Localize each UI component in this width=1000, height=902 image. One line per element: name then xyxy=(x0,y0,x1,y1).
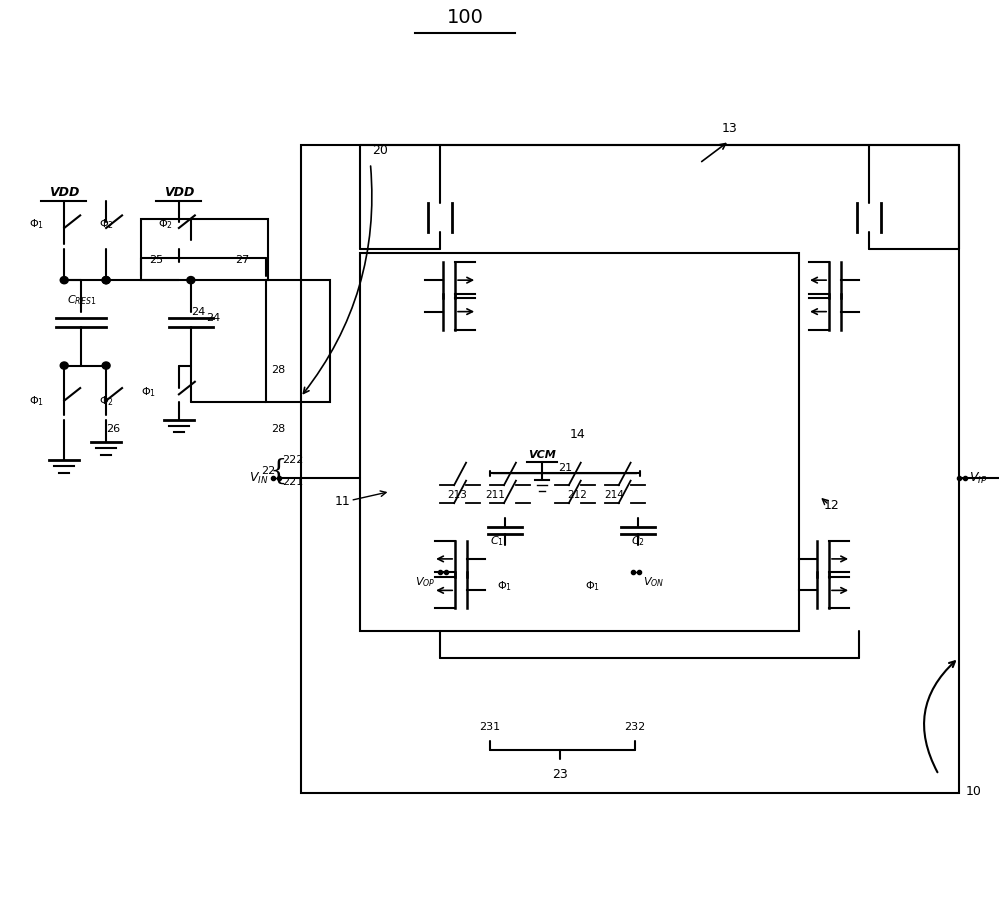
Text: $V_{IN}$: $V_{IN}$ xyxy=(249,471,269,485)
Circle shape xyxy=(187,277,195,284)
Text: 212: 212 xyxy=(567,491,587,501)
Text: $\Phi_1$: $\Phi_1$ xyxy=(141,386,157,400)
Text: $V_{IP}$: $V_{IP}$ xyxy=(969,471,987,485)
Text: $\Phi_2$: $\Phi_2$ xyxy=(99,395,114,409)
Text: $\Phi_1$: $\Phi_1$ xyxy=(585,580,600,594)
Text: 232: 232 xyxy=(624,722,645,732)
Bar xyxy=(266,281,330,401)
Text: 211: 211 xyxy=(485,491,505,501)
Text: 21: 21 xyxy=(558,464,572,474)
Circle shape xyxy=(102,277,110,284)
Text: 221: 221 xyxy=(283,476,304,486)
Bar xyxy=(141,219,268,281)
Text: 24: 24 xyxy=(206,313,220,323)
Text: 10: 10 xyxy=(966,785,982,797)
Text: $\Phi_1$: $\Phi_1$ xyxy=(29,395,44,409)
Text: 214: 214 xyxy=(605,491,625,501)
Text: 13: 13 xyxy=(721,122,737,134)
Bar xyxy=(360,253,799,630)
Text: 27: 27 xyxy=(236,255,250,265)
Text: $V_{ON}$: $V_{ON}$ xyxy=(643,575,664,589)
Text: $C_1$: $C_1$ xyxy=(490,534,504,548)
Text: VCM: VCM xyxy=(528,450,556,460)
Text: 14: 14 xyxy=(570,428,586,440)
Text: 28: 28 xyxy=(271,424,285,434)
Bar xyxy=(301,145,959,793)
Text: $\Phi_1$: $\Phi_1$ xyxy=(29,217,44,231)
Text: 11: 11 xyxy=(335,495,350,508)
Text: 231: 231 xyxy=(479,722,501,732)
Text: 100: 100 xyxy=(447,7,484,26)
Text: VDD: VDD xyxy=(164,186,194,199)
Text: $V_{OP}$: $V_{OP}$ xyxy=(415,575,435,589)
Circle shape xyxy=(102,277,110,284)
Text: 12: 12 xyxy=(824,500,840,512)
Text: 23: 23 xyxy=(552,768,568,780)
Text: 24: 24 xyxy=(191,307,205,317)
Text: $\Phi_1$: $\Phi_1$ xyxy=(497,580,513,594)
Text: $\Phi_2$: $\Phi_2$ xyxy=(99,217,114,231)
Text: $\Phi_2$: $\Phi_2$ xyxy=(158,217,173,231)
Text: $C_2$: $C_2$ xyxy=(631,534,645,548)
Text: {: { xyxy=(270,457,287,484)
Text: 213: 213 xyxy=(447,491,467,501)
Text: 222: 222 xyxy=(283,455,304,465)
Text: 28: 28 xyxy=(271,365,285,375)
Text: 25: 25 xyxy=(149,255,163,265)
Text: VDD: VDD xyxy=(49,186,79,199)
Text: 20: 20 xyxy=(372,144,388,157)
Text: $C_{RES1}$: $C_{RES1}$ xyxy=(67,293,96,307)
Circle shape xyxy=(60,277,68,284)
Text: 26: 26 xyxy=(106,424,120,434)
Text: 22: 22 xyxy=(261,465,276,475)
Circle shape xyxy=(102,362,110,369)
Circle shape xyxy=(60,362,68,369)
